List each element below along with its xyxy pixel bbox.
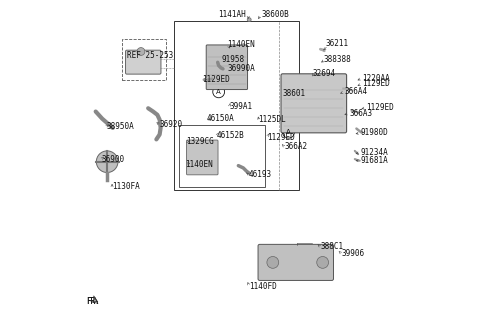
Text: 46150A: 46150A: [206, 114, 234, 123]
Text: 38600B: 38600B: [261, 10, 289, 19]
Bar: [180, 125, 264, 187]
Text: 399A1: 399A1: [229, 102, 252, 111]
Text: 1129ED: 1129ED: [366, 103, 394, 112]
Bar: [174, 21, 299, 190]
Text: 366A4: 366A4: [344, 87, 367, 96]
Text: 38601: 38601: [283, 89, 306, 98]
Text: A: A: [286, 129, 291, 135]
Text: 366A2: 366A2: [284, 142, 307, 151]
Text: 36211: 36211: [325, 39, 348, 48]
Text: 38950A: 38950A: [106, 122, 134, 131]
Text: REF 25-253: REF 25-253: [127, 51, 173, 60]
Text: 1129ED: 1129ED: [267, 133, 295, 142]
FancyBboxPatch shape: [187, 140, 218, 175]
FancyBboxPatch shape: [281, 74, 347, 133]
Text: 1129ED: 1129ED: [362, 79, 390, 88]
Text: 36900: 36900: [102, 154, 125, 164]
Text: 1220AA: 1220AA: [362, 73, 390, 83]
Text: 1140FD: 1140FD: [249, 281, 277, 291]
FancyBboxPatch shape: [206, 45, 248, 90]
Text: 388C1: 388C1: [320, 242, 344, 251]
Text: 91980D: 91980D: [360, 128, 388, 137]
Text: 46152B: 46152B: [217, 131, 245, 140]
Text: 91958: 91958: [222, 54, 245, 64]
Circle shape: [137, 48, 145, 55]
Text: 32694: 32694: [312, 69, 336, 78]
Text: FR: FR: [86, 297, 96, 306]
Text: 1329CG: 1329CG: [186, 136, 214, 146]
Text: 1125DL: 1125DL: [258, 114, 286, 124]
Text: 1140EN: 1140EN: [185, 160, 213, 169]
Circle shape: [317, 256, 328, 268]
Text: 91234A: 91234A: [360, 148, 388, 157]
FancyBboxPatch shape: [258, 244, 334, 280]
Text: 388388: 388388: [324, 55, 351, 64]
Text: 36920: 36920: [160, 120, 183, 129]
FancyBboxPatch shape: [126, 50, 161, 74]
Text: 39906: 39906: [341, 249, 364, 258]
Text: 1129ED: 1129ED: [202, 75, 230, 84]
Text: A: A: [216, 89, 221, 95]
Circle shape: [96, 151, 118, 173]
Text: 36990A: 36990A: [228, 64, 256, 73]
Text: 1141AH: 1141AH: [218, 10, 246, 19]
Text: 1130FA: 1130FA: [112, 182, 140, 191]
Text: 366A3: 366A3: [349, 109, 372, 118]
Text: 46193: 46193: [249, 170, 272, 179]
Circle shape: [247, 18, 251, 22]
Bar: [122, 39, 166, 80]
Circle shape: [267, 256, 279, 268]
Text: 91681A: 91681A: [360, 156, 388, 165]
Text: FR.: FR.: [86, 297, 100, 306]
Text: 1140EN: 1140EN: [227, 40, 254, 50]
